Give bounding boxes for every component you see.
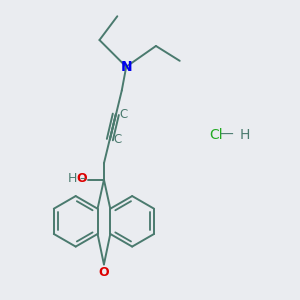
Text: –: – <box>79 172 85 185</box>
Text: C: C <box>120 108 128 121</box>
Text: O: O <box>99 266 109 279</box>
Text: H: H <box>239 128 250 142</box>
Text: N: N <box>120 60 132 74</box>
Text: O: O <box>76 172 87 185</box>
Text: H: H <box>68 172 77 185</box>
Text: C: C <box>114 133 122 146</box>
Text: —: — <box>219 128 233 142</box>
Text: Cl: Cl <box>209 128 223 142</box>
